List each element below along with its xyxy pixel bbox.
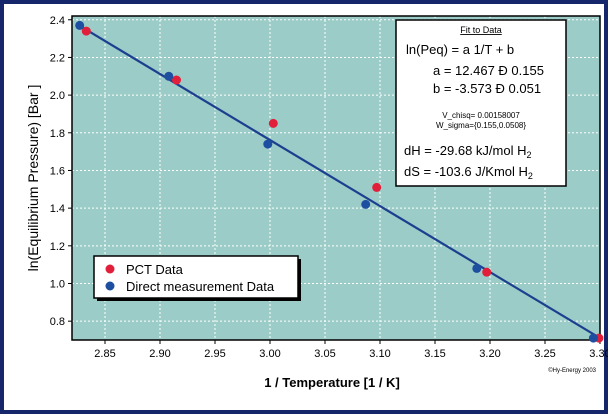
axis-ticks: 2.85 2.90 2.95 3.00 3.05 3.10 3.15 3.20 3.25 3.30… (50, 15, 608, 360)
direct-data-point (472, 263, 482, 273)
fit-sigma: W_sigma={0.155,0.0508} (436, 121, 526, 130)
pct-data-point (172, 75, 181, 85)
direct-data-point (588, 333, 598, 343)
x-tick-label: 3.15 (424, 348, 445, 360)
legend-label-pct: PCT Data (126, 262, 184, 277)
direct-data-point (75, 20, 85, 30)
x-tick-label: 2.95 (204, 348, 225, 360)
legend: PCT Data Direct measurement Data (93, 255, 301, 301)
x-tick-label: 3.05 (314, 348, 335, 360)
x-tick-label: 2.90 (149, 348, 170, 360)
y-axis-title: ln(Equilibrium Pressure) [Bar ] (25, 85, 41, 272)
x-tick-label: 3.10 (369, 348, 390, 360)
data-points (75, 20, 604, 343)
x-tick-label: 3.30 (589, 348, 608, 360)
fit-equation: ln(Peq) = a 1/T + b (406, 42, 514, 57)
direct-data-point (361, 199, 371, 209)
y-tick-label: 1.0 (50, 278, 65, 290)
fit-ds-text: dS = -103.6 J/Kmol H (404, 164, 528, 179)
pct-data-point (81, 26, 91, 36)
pct-data-point (372, 182, 382, 192)
y-tick-label: 1.6 (50, 165, 65, 177)
fit-ds: dS = -103.6 J/Kmol H2 (404, 164, 533, 181)
fit-dh-text: dH = -29.68 kJ/mol H (404, 143, 526, 158)
y-tick-label: 2.4 (50, 15, 65, 27)
x-tick-label: 2.85 (94, 348, 115, 360)
x-tick-label: 3.25 (534, 348, 555, 360)
legend-marker-pct (105, 264, 115, 274)
fit-annotation-box (395, 19, 567, 187)
pct-data-point (482, 267, 492, 277)
pct-data-point (268, 118, 278, 128)
legend-label-direct: Direct measurement Data (126, 279, 275, 294)
fit-annotation: Fit to Data ln(Peq) = a 1/T + b a = 12.4… (395, 19, 567, 187)
y-tick-label: 1.8 (50, 128, 65, 140)
x-tick-label: 3.20 (479, 348, 500, 360)
y-tick-label: 1.4 (50, 203, 65, 215)
direct-data-point (263, 139, 273, 149)
fit-title: Fit to Data (460, 25, 502, 35)
legend-box (93, 255, 299, 299)
direct-data-point (164, 71, 174, 81)
y-tick-label: 1.2 (50, 241, 65, 253)
x-tick-label: 3.00 (259, 348, 280, 360)
y-tick-label: 2.2 (50, 52, 65, 64)
fit-ds-subscript: 2 (528, 171, 533, 181)
x-axis-title: 1 / Temperature [1 / K] (264, 375, 400, 390)
fit-dh-subscript: 2 (526, 150, 531, 160)
fit-a: a = 12.467 Ð 0.155 (433, 63, 544, 78)
fit-b: b = -3.573 Ð 0.051 (433, 81, 541, 96)
fit-chisq: V_chisq= 0.00158007 (442, 111, 520, 120)
legend-marker-direct (105, 281, 115, 291)
plot-border (71, 15, 601, 341)
y-tick-label: 0.8 (50, 316, 65, 328)
y-tick-label: 2.0 (50, 90, 65, 102)
credit-text: ©Hy-Energy 2003 (548, 367, 596, 374)
fit-dh: dH = -29.68 kJ/mol H2 (404, 143, 531, 160)
